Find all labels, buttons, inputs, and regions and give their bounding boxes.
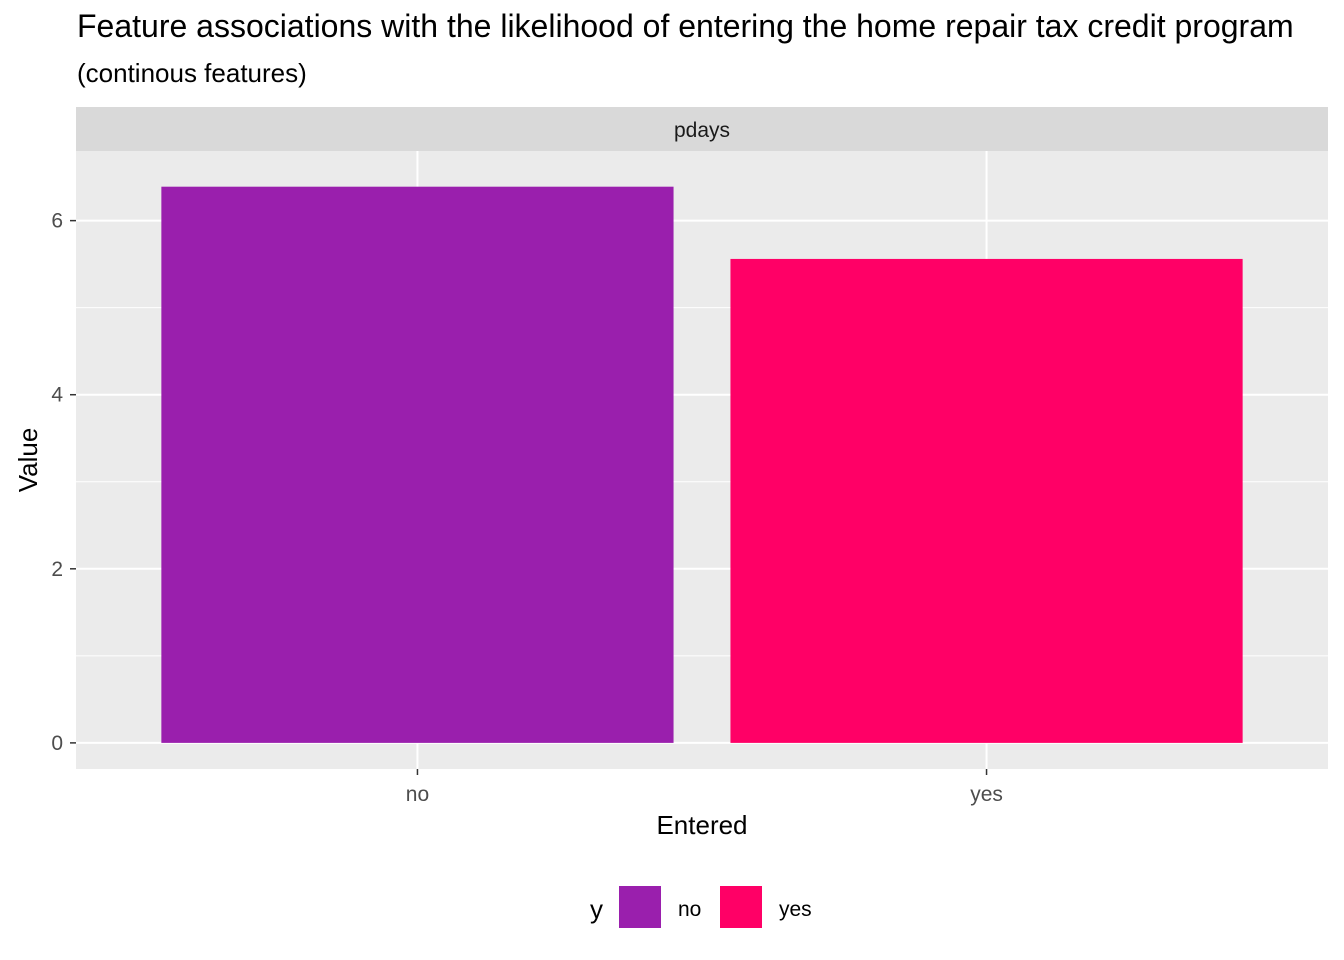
y-tick-label: 4 bbox=[51, 384, 63, 407]
x-tick-label: yes bbox=[970, 783, 1003, 806]
legend-key-no bbox=[617, 884, 663, 930]
bar-no bbox=[161, 186, 674, 743]
chart-title: Feature associations with the likelihood… bbox=[77, 8, 1294, 44]
y-tick-label: 2 bbox=[51, 558, 63, 581]
legend-label-yes: yes bbox=[779, 898, 812, 921]
bar-yes bbox=[730, 258, 1243, 743]
bars bbox=[161, 186, 1243, 743]
legend-title: y bbox=[590, 894, 603, 924]
legend-key-yes bbox=[718, 884, 764, 930]
x-axis-title: Entered bbox=[656, 810, 747, 840]
facet-strip bbox=[76, 107, 1328, 151]
y-tick-label: 0 bbox=[51, 732, 63, 755]
facet-strip-label: pdays bbox=[674, 119, 730, 142]
legend: y no yes bbox=[590, 884, 812, 930]
chart-subtitle: (continous features) bbox=[77, 58, 307, 88]
y-tick-label: 6 bbox=[51, 210, 63, 233]
legend-label-no: no bbox=[678, 898, 701, 921]
x-axis: no yes bbox=[406, 769, 1003, 806]
y-axis: 0 2 4 6 bbox=[51, 210, 76, 755]
x-tick-label: no bbox=[406, 783, 429, 806]
y-axis-title: Value bbox=[13, 428, 43, 493]
